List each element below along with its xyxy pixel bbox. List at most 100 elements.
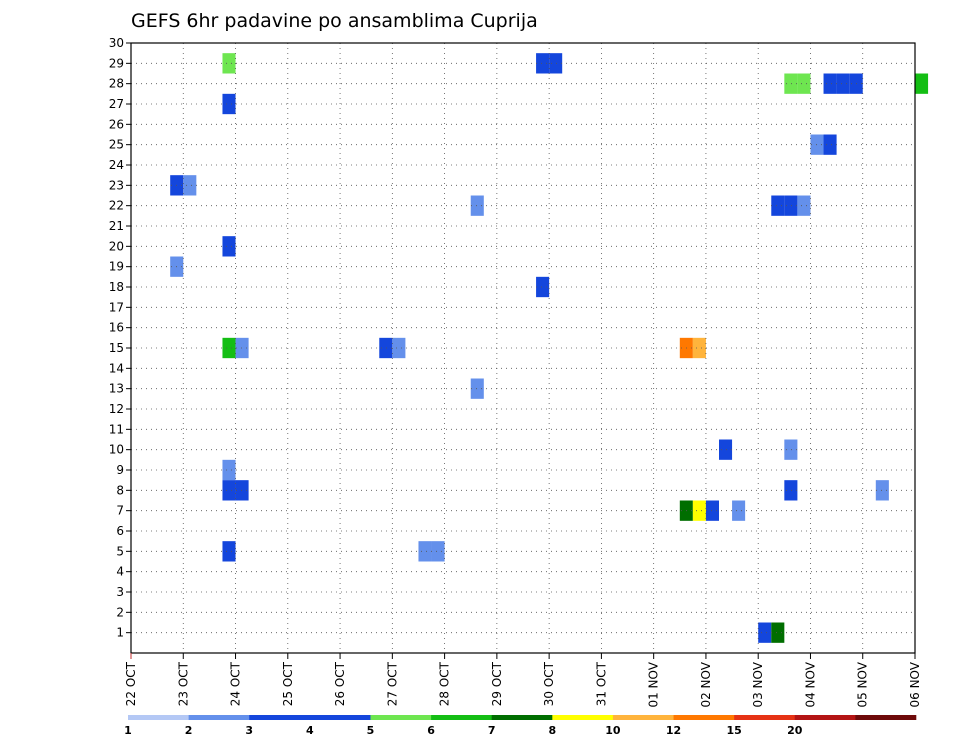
colorbar-swatch [128,715,189,720]
precip-cell [379,337,393,359]
y-tick-label: 8 [116,483,124,497]
y-tick-label: 2 [116,605,124,619]
colorbar-label: 5 [367,724,375,737]
colorbar-swatch [188,715,250,720]
y-tick-label: 4 [116,565,124,579]
colorbar-label: 8 [548,724,556,737]
y-tick-label: 19 [109,260,124,274]
y-axis: 1234567891011121314151617181920212223242… [109,36,131,640]
colorbar-label: 3 [245,724,253,737]
colorbar-swatch [612,715,674,720]
y-tick-label: 26 [109,117,124,131]
y-tick-label: 16 [109,321,124,335]
y-tick-label: 1 [116,626,124,640]
precip-cell [915,73,929,94]
y-tick-label: 11 [109,422,124,436]
y-tick-label: 25 [109,138,124,152]
precip-cell [771,622,785,643]
precip-cell [183,175,197,196]
precip-cell [536,53,550,74]
x-tick-label: 26 OCT [333,661,347,706]
precip-cell [705,500,719,521]
y-tick-label: 27 [109,97,124,111]
precip-cell [810,134,824,155]
y-tick-label: 29 [109,56,124,70]
y-tick-label: 14 [109,361,124,375]
colorbar-label: 1 [124,724,132,737]
precip-cell [784,195,798,216]
precip-cell [222,541,236,562]
colorbar-swatch [794,715,856,720]
x-axis: 22 OCT 23 OCT 24 OCT 25 OCT 26 OCT 27 OCT 28 O… [124,653,922,708]
x-tick-label: 30 OCT [542,661,556,706]
x-tick-label: 02 NOV [699,661,713,707]
x-tick-label: 22 OCT [124,661,138,706]
x-tick-label: 23 OCT [176,661,190,706]
precip-cell [536,276,550,298]
precip-cell [692,337,706,359]
colorbar-label: 20 [787,724,803,737]
y-tick-label: 9 [116,463,124,477]
y-tick-label: 18 [109,280,124,294]
precip-cell [222,236,236,257]
colorbar-swatch [734,715,796,720]
precip-cell [692,500,706,521]
y-tick-label: 17 [109,300,124,314]
precip-cell [418,541,432,562]
colorbar-label: 7 [488,724,496,737]
precip-cell [875,480,889,501]
y-tick-label: 30 [109,36,124,50]
y-tick-label: 13 [109,382,124,396]
precip-cell [392,337,406,359]
x-tick-label: 04 NOV [803,661,817,707]
precip-cell [235,480,249,501]
precip-cell [222,337,236,359]
precip-cell [836,73,850,94]
colorbar-label: 15 [726,724,741,737]
precip-cell [235,337,249,359]
precip-cell [222,93,236,115]
precip-cell [549,53,563,74]
precipitation-cells [170,53,929,643]
x-tick-label: 06 NOV [908,661,922,707]
colorbar-swatch [491,715,553,720]
precip-cell [719,439,733,460]
colorbar-swatch [552,715,614,720]
precip-cell [470,195,484,216]
colorbar-swatch [249,715,311,720]
precip-cell [771,195,785,216]
x-tick-label: 25 OCT [281,661,295,706]
y-tick-label: 15 [109,341,124,355]
precip-cell [797,73,811,94]
colorbar-swatch [370,715,432,720]
colorbar-label: 10 [605,724,621,737]
colorbar-label: 12 [666,724,681,737]
x-tick-label: 31 OCT [594,661,608,706]
precip-cell [222,53,236,74]
precip-cell [797,195,811,216]
y-tick-label: 21 [109,219,124,233]
precip-cell [431,541,445,562]
y-tick-label: 5 [116,544,124,558]
y-tick-label: 24 [109,158,124,172]
colorbar-label: 6 [427,724,435,737]
y-tick-label: 12 [109,402,124,416]
chart-title: GEFS 6hr padavine po ansamblima Cuprija [131,10,538,32]
colorbar-swatch [309,715,371,720]
y-tick-label: 20 [109,239,124,253]
x-tick-label: 01 NOV [647,661,661,707]
y-tick-label: 7 [116,504,124,518]
x-tick-label: 24 OCT [229,661,243,706]
x-tick-label: 29 OCT [490,661,504,706]
y-tick-label: 28 [109,77,124,91]
colorbar: 1 2 3 4 5 6 7 8 10 12 15 20 [124,715,917,737]
precip-cell [784,439,798,460]
precip-cell [823,134,837,155]
precip-cell [823,73,837,94]
y-tick-label: 3 [116,585,124,599]
y-tick-label: 23 [109,178,124,192]
colorbar-swatch [673,715,735,720]
precip-cell [784,480,798,501]
x-tick-label: 03 NOV [751,661,765,707]
